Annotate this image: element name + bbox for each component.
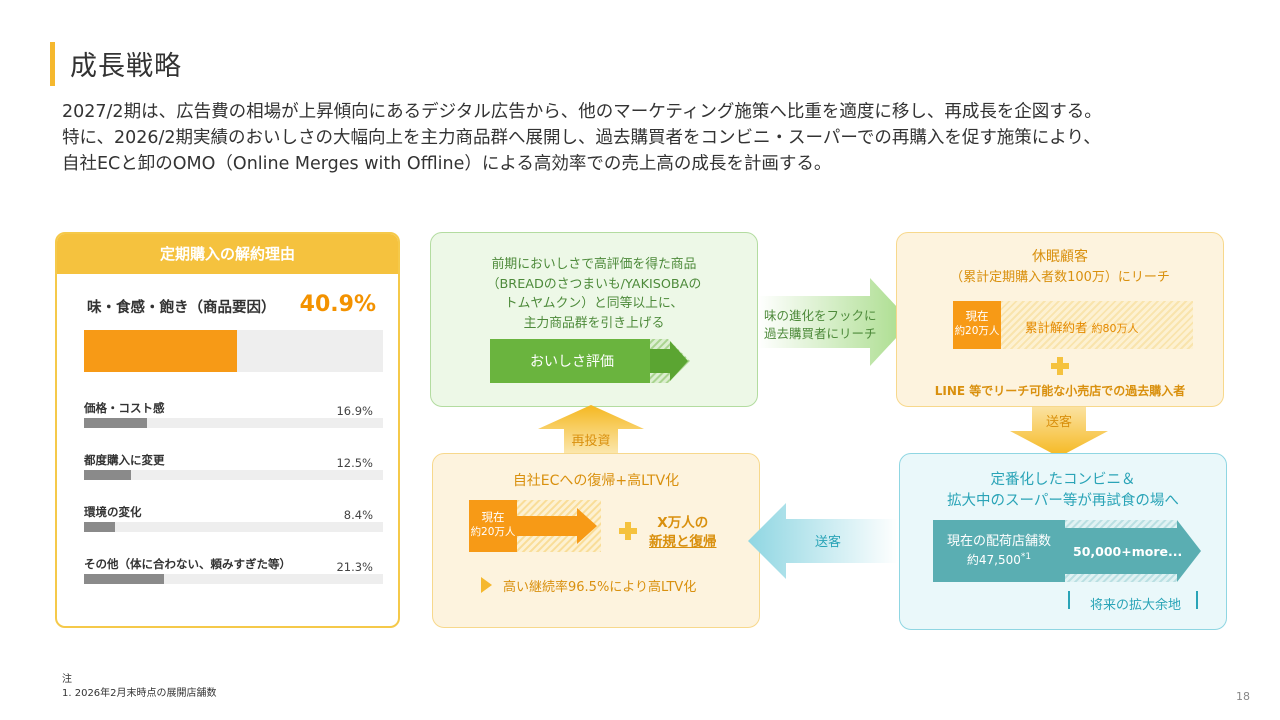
ec-current-value: 約20万人	[470, 526, 516, 538]
current-stores-box: 現在の配荷店舗数 約47,500*1	[933, 520, 1065, 582]
main-reason-bar-track	[84, 330, 383, 372]
reason-bar-track	[84, 574, 383, 584]
taste-arrow-label: おいしさ評価	[530, 354, 614, 370]
main-reason-bar	[84, 330, 237, 372]
ec-target-line-1: X万人の	[657, 515, 709, 531]
reason-label: 環境の変化	[84, 505, 142, 519]
main-reason-pct: 40.9%	[299, 292, 376, 317]
taste-line: （BREADのさつまいも/YAKISOBAの	[486, 276, 702, 292]
reason-row: 都度購入に変更 12.5%	[84, 452, 383, 492]
reason-pct: 8.4%	[343, 508, 373, 522]
cumulative-cancel-bar	[1001, 301, 1193, 349]
reason-bar	[84, 418, 148, 428]
reason-pct: 12.5%	[336, 456, 373, 470]
ec-current-label: 現在	[481, 510, 505, 524]
taste-line: 前期においしさで高評価を得た商品	[491, 257, 697, 272]
send-down-label: 送客	[1046, 414, 1072, 430]
ec-target-line-2: 新規と復帰	[649, 534, 717, 550]
range-mark-right	[1196, 591, 1198, 609]
cumulative-label: 累計解約者	[1025, 320, 1088, 335]
store-title-line-2: 拡大中のスーパー等が再試食の場へ	[947, 493, 1179, 509]
plus-icon	[1051, 357, 1069, 375]
cancellation-reasons-panel: 定期購入の解約理由 味・食感・飽き（商品要因） 40.9% 価格・コスト感 16…	[55, 232, 400, 628]
reasons-title: 定期購入の解約理由	[57, 234, 398, 274]
footnote-text: 1. 2026年2月末時点の展開店舗数	[62, 688, 217, 699]
ec-growth-arrow	[517, 500, 601, 552]
plus-icon	[619, 522, 637, 540]
send-arrow-left: 送客	[748, 503, 898, 579]
dormant-customers-box: 休眠顧客 （累計定期購入者数100万）にリーチ 現在 約20万人 累計解約者 約…	[896, 232, 1224, 407]
taste-line: 主力商品群を引き上げる	[523, 315, 665, 331]
reason-bar	[84, 470, 131, 480]
ec-current-box: 現在 約20万人	[469, 500, 517, 552]
reinvest-arrow-up: 再投資	[538, 405, 644, 453]
ltv-text: 高い継続率96.5%により高LTV化	[503, 580, 697, 595]
future-label: 将来の拡大余地	[1090, 598, 1182, 613]
triangle-bullet-icon	[481, 577, 492, 593]
current-stores-value: 約47,500	[966, 553, 1021, 567]
dormant-subtitle: （累計定期購入者数100万）にリーチ	[950, 270, 1170, 285]
range-mark-left	[1068, 591, 1070, 609]
send-arrow-down: 送客	[1010, 407, 1108, 457]
reason-label: 価格・コスト感	[84, 401, 165, 415]
dormant-current-box: 現在 約20万人	[953, 301, 1001, 349]
reason-row: 価格・コスト感 16.9%	[84, 400, 383, 440]
title-accent-bar	[50, 42, 55, 86]
reach-arrow-line-1: 味の進化をフックに	[764, 308, 877, 323]
line-reach-text: LINE 等でリーチ可能な小売店での過去購入者	[934, 384, 1186, 398]
ec-target: X万人の 新規と復帰	[649, 514, 717, 552]
main-reason-label: 味・食感・飽き（商品要因）	[87, 300, 276, 316]
reason-bar-track	[84, 418, 383, 428]
taste-line: トムヤムクン）と同等以上に、	[504, 296, 684, 311]
current-stores-label: 現在の配荷店舗数	[946, 534, 1051, 549]
send-left-label: 送客	[815, 534, 841, 550]
reason-bar-track	[84, 470, 383, 480]
store-title-line-1: 定番化したコンビニ＆	[990, 472, 1136, 488]
store-title: 定番化したコンビニ＆ 拡大中のスーパー等が再試食の場へ	[900, 470, 1226, 512]
reach-arrow-line-2: 過去購買者にリーチ	[764, 326, 877, 341]
retail-stores-box: 定番化したコンビニ＆ 拡大中のスーパー等が再試食の場へ 現在の配荷店舗数 約47…	[899, 453, 1227, 630]
taste-bar	[490, 339, 655, 383]
ec-title: 自社ECへの復帰+高LTV化	[512, 473, 680, 489]
reason-row: 環境の変化 8.4%	[84, 504, 383, 544]
intro-line-3: 自社ECと卸のOMO（Online Merges with Offline）によ…	[62, 154, 832, 174]
reason-row: その他（体に合わない、頼みすぎた等） 21.3%	[84, 556, 383, 596]
reach-arrow-right: 味の進化をフックに 過去購買者にリーチ	[758, 278, 911, 366]
reason-pct: 21.3%	[336, 560, 373, 574]
footnote-marker: *1	[1020, 552, 1032, 562]
current-label: 現在	[965, 309, 989, 323]
cumulative-value: 約80万人	[1091, 322, 1139, 335]
future-stores-arrow: 50,000+more...	[1065, 520, 1201, 582]
page-title: 成長戦略	[70, 51, 182, 82]
page-number: 18	[1236, 690, 1250, 703]
reason-pct: 16.9%	[336, 404, 373, 418]
reason-bar	[84, 574, 164, 584]
dormant-title: 休眠顧客	[1032, 249, 1088, 265]
taste-arrow-head	[650, 341, 688, 381]
reason-bar	[84, 522, 116, 532]
footnote-heading: 注	[62, 674, 72, 685]
future-stores-value: 50,000+more...	[1073, 544, 1182, 559]
cumulative-label-wrap: 累計解約者 約80万人	[1025, 317, 1139, 336]
reinvest-label: 再投資	[571, 433, 610, 449]
taste-rating-arrow: おいしさ評価	[490, 339, 690, 383]
reason-label: 都度購入に変更	[84, 453, 165, 467]
intro-line-2: 特に、2026/2期実績のおいしさの大幅向上を主力商品群へ展開し、過去購買者をコ…	[62, 128, 1101, 148]
intro-text: 2027/2期は、広告費の相場が上昇傾向にあるデジタル広告から、他のマーケティン…	[62, 99, 1242, 177]
reason-label: その他（体に合わない、頼みすぎた等）	[84, 557, 291, 571]
intro-line-1: 2027/2期は、広告費の相場が上昇傾向にあるデジタル広告から、他のマーケティン…	[62, 102, 1102, 122]
own-ec-box: 自社ECへの復帰+高LTV化 現在 約20万人 X万人の 新規と復帰 高い継続率…	[432, 453, 760, 628]
current-stores-value-wrap: 約47,500*1	[933, 551, 1065, 568]
taste-improvement-text: 前期においしさで高評価を得た商品 （BREADのさつまいも/YAKISOBAの …	[431, 255, 757, 333]
reason-bar-track	[84, 522, 383, 532]
current-value: 約20万人	[954, 325, 1000, 337]
